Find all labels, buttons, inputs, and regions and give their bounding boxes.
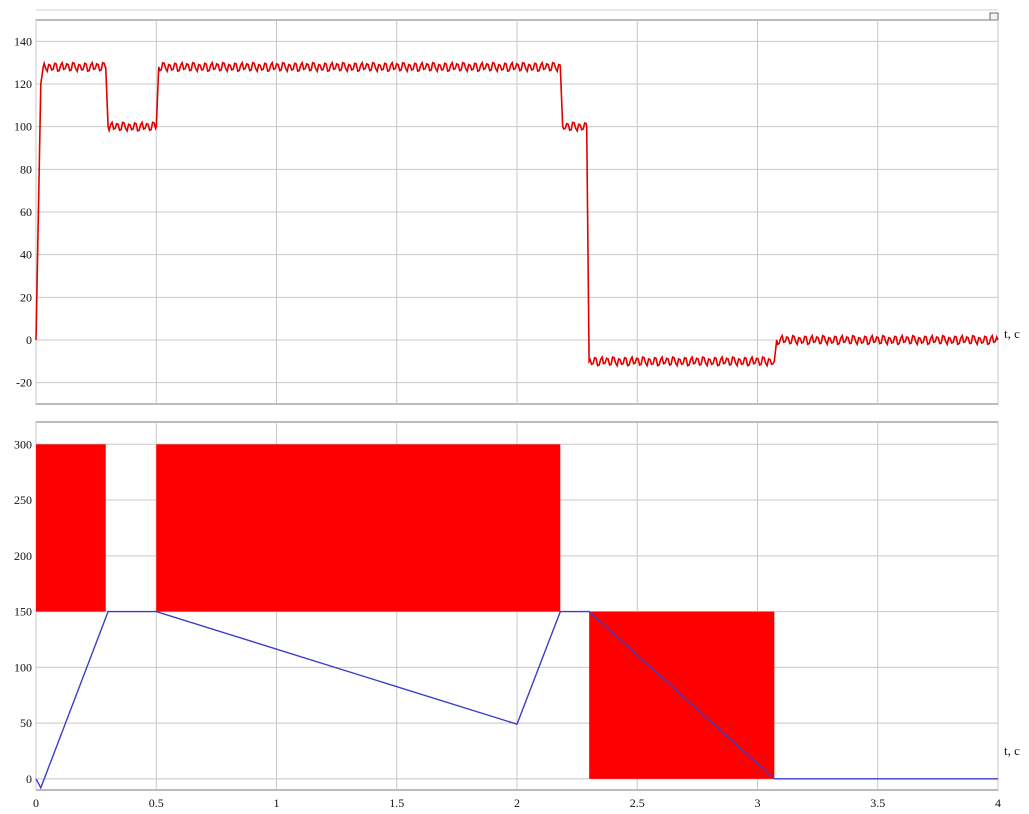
top-y-tick-labels: -20 0 20 40 60 80 100 120 140 (14, 34, 32, 389)
x-tick-label: 0.5 (149, 796, 164, 810)
x-tick-labels: 0 0.5 1 1.5 2 2.5 3 3.5 4 (33, 796, 1001, 810)
bottom-series (35, 610, 998, 790)
bottom-series-line-0 (35, 610, 998, 790)
top-x-axis-label: t, c (1004, 326, 1020, 341)
top-chart: -20 0 20 40 60 80 100 120 140 t, c (14, 19, 1020, 405)
x-tick-label: 1.5 (389, 796, 404, 810)
x-tick-label: 1 (274, 796, 280, 810)
bottom-y-tick-label: 100 (14, 660, 32, 674)
top-series-line-0 (35, 60, 999, 368)
bottom-y-tick-labels: 0 50 100 150 200 250 300 (14, 437, 32, 786)
top-series (35, 60, 999, 368)
top-y-tick-label: 0 (26, 333, 32, 347)
bottom-x-axis-label: t, c (1004, 743, 1020, 758)
bottom-y-tick-label: 250 (14, 493, 32, 507)
top-y-tick-label: 120 (14, 77, 32, 91)
top-y-tick-label: 20 (20, 290, 32, 304)
x-tick-label: 4 (995, 796, 1001, 810)
x-tick-label: 3.5 (870, 796, 885, 810)
bottom-y-tick-label: 0 (26, 772, 32, 786)
x-tick-label: 0 (33, 796, 39, 810)
x-tick-label: 2.5 (630, 796, 645, 810)
top-y-tick-label: 100 (14, 120, 32, 134)
bottom-chart: 0 50 100 150 200 250 300 0 0.5 1 1.5 2 2.5 3 3.5 4 t, … (14, 421, 1020, 810)
bottom-y-tick-label: 300 (14, 437, 32, 451)
top-y-tick-label: 40 (20, 248, 32, 262)
bottom-y-tick-label: 200 (14, 549, 32, 563)
top-y-tick-label: 140 (14, 34, 32, 48)
x-tick-label: 2 (514, 796, 520, 810)
top-y-tick-label: 60 (20, 205, 32, 219)
top-y-tick-label: 80 (20, 162, 32, 176)
bottom-band-1 (156, 444, 561, 612)
bottom-y-tick-label: 50 (20, 716, 32, 730)
x-tick-label: 3 (755, 796, 761, 810)
bottom-y-tick-label: 150 (14, 605, 32, 619)
top-y-tick-label: -20 (16, 376, 32, 390)
bottom-band-0 (36, 444, 106, 612)
top-grid (35, 20, 999, 404)
